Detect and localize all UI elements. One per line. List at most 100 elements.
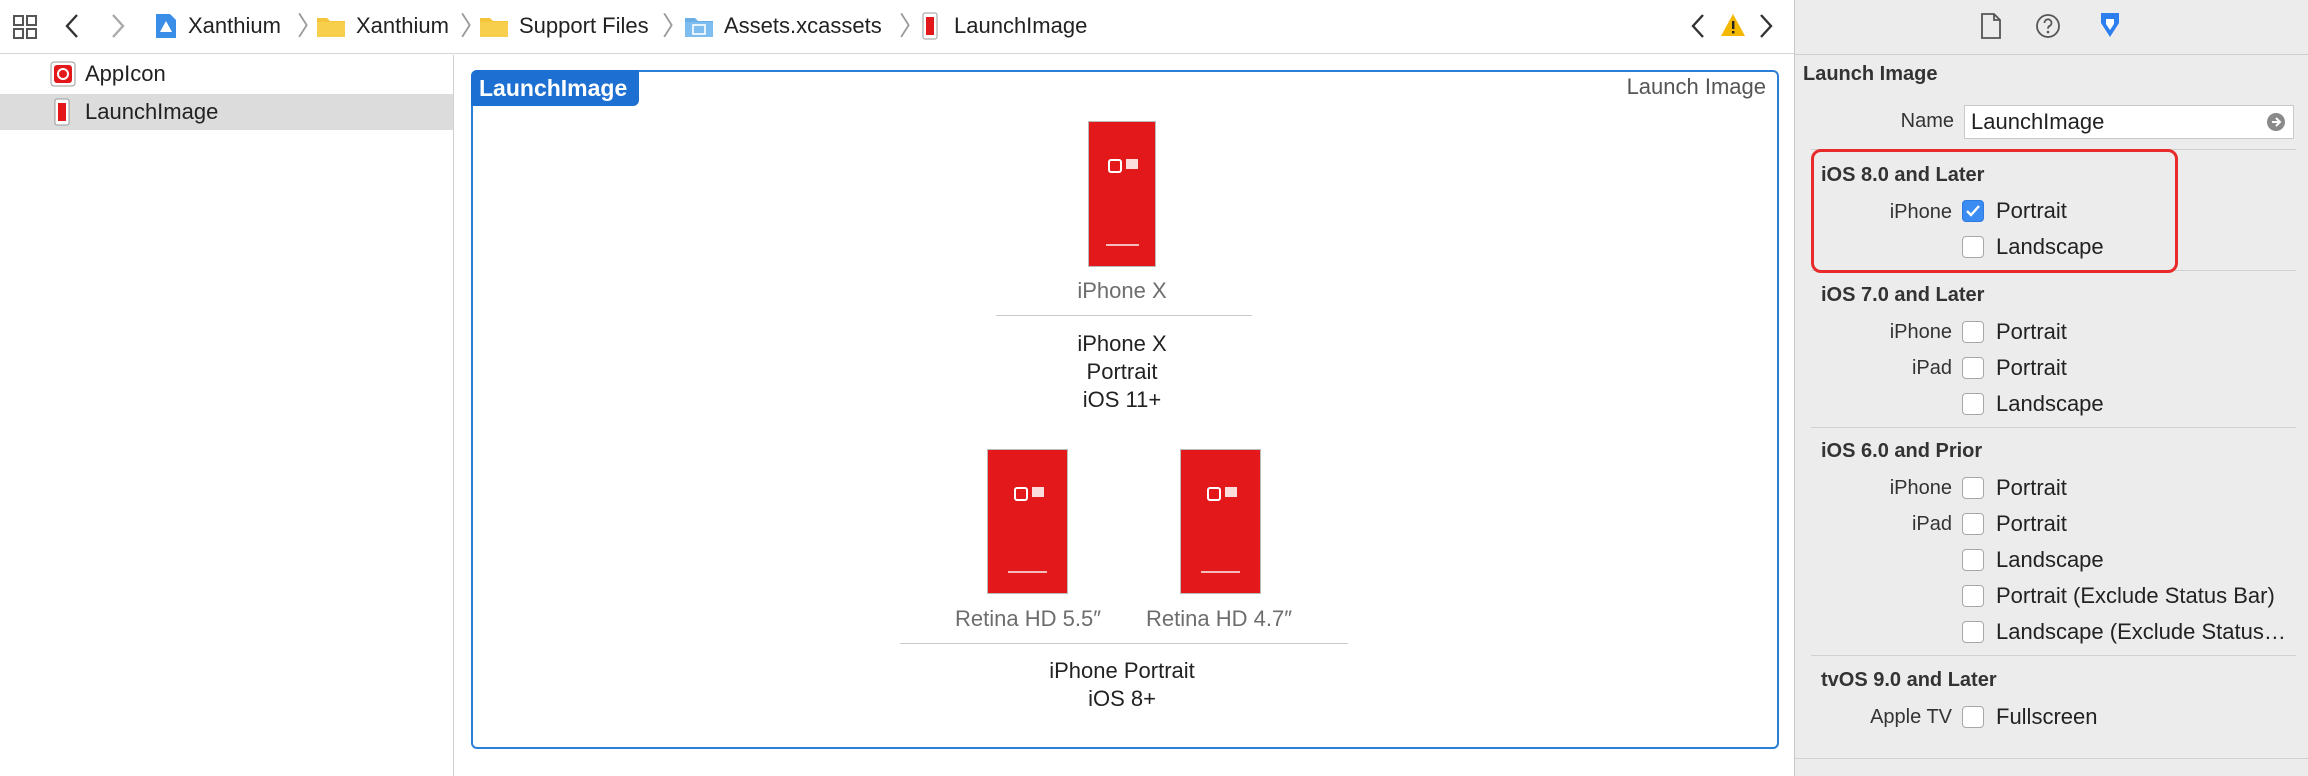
brand-tagline <box>1007 570 1048 573</box>
name-field[interactable]: LaunchImage <box>1964 105 2294 139</box>
grid-icon[interactable] <box>12 14 38 45</box>
group-caption-line: iOS 8+ <box>1088 686 1156 711</box>
checkbox-box[interactable] <box>1962 706 1984 728</box>
checkmark-icon[interactable] <box>1962 200 1984 222</box>
group-caption-line: iPhone Portrait <box>1049 658 1195 683</box>
breadcrumb-label: Xanthium <box>356 13 449 38</box>
asset-list-item-label: AppIcon <box>85 61 166 86</box>
divider <box>996 315 1252 316</box>
breadcrumb-project[interactable]: Xanthium <box>154 11 281 41</box>
chevron-right-icon: 〉 <box>899 11 926 41</box>
divider <box>900 643 1348 644</box>
checkbox-label: Portrait <box>1996 198 2067 223</box>
launch-image-icon <box>922 12 938 40</box>
breadcrumb-label: Support Files <box>519 13 649 38</box>
go-arrow-icon[interactable] <box>2266 112 2286 137</box>
section-title: iOS 8.0 and Later <box>1821 164 1985 186</box>
asset-list-item-launchimage[interactable]: LaunchImage <box>0 94 453 130</box>
checkbox-label: Portrait (Exclude Status Bar) <box>1996 583 2275 608</box>
checkbox-label: Landscape <box>1996 391 2104 416</box>
brand-logo-text <box>1126 159 1138 170</box>
back-arrow-icon[interactable] <box>64 13 80 44</box>
device-label: Apple TV <box>1870 706 1952 728</box>
checkbox-tvos-apple-tv-fullscreen[interactable]: Fullscreen <box>1962 704 2097 730</box>
previous-issue-icon[interactable] <box>1690 13 1706 44</box>
checkbox-box[interactable] <box>1962 513 1984 535</box>
breadcrumb-label: Assets.xcassets <box>724 13 882 38</box>
file-inspector-icon[interactable] <box>1980 13 2002 44</box>
checkbox-ios7-ipad-landscape[interactable]: Landscape <box>1962 391 2104 417</box>
checkbox-box[interactable] <box>1962 549 1984 571</box>
divider <box>1795 758 2308 759</box>
name-field-value: LaunchImage <box>1971 109 2105 134</box>
next-issue-icon[interactable] <box>1758 13 1774 44</box>
checkbox-ios6-ipad-portrait[interactable]: Portrait <box>1962 511 2067 537</box>
device-label: iPhone <box>1889 321 1952 343</box>
name-label: Name <box>1900 110 1954 132</box>
inspector-tab-bar <box>1795 0 2308 55</box>
forward-arrow-icon[interactable] <box>110 13 126 44</box>
brand-logo-text <box>1031 487 1044 498</box>
asset-list-item-appicon[interactable]: AppIcon <box>0 56 453 92</box>
checkbox-box[interactable] <box>1962 321 1984 343</box>
checkbox-ios8-landscape[interactable]: Landscape <box>1962 234 2104 260</box>
chevron-right-icon: 〉 <box>662 11 689 41</box>
checkbox-label: Portrait <box>1996 319 2067 344</box>
launch-image-icon <box>54 98 70 132</box>
breadcrumb-label: LaunchImage <box>954 13 1088 38</box>
group-caption-line: iOS 11+ <box>1082 387 1162 412</box>
checkbox-box[interactable] <box>1962 477 1984 499</box>
image-slot-iphone-x[interactable] <box>1088 121 1156 267</box>
brand-tagline <box>1105 243 1139 246</box>
folder-icon <box>479 14 509 38</box>
checkbox-label: Portrait <box>1996 355 2067 380</box>
image-slot-retina-hd-4-7[interactable] <box>1180 449 1261 594</box>
checkbox-box[interactable] <box>1962 393 1984 415</box>
group-caption-line: Portrait <box>1086 359 1158 384</box>
breadcrumb-assets[interactable]: Assets.xcassets <box>684 11 882 41</box>
checkbox-ios6-iphone-portrait[interactable]: Portrait <box>1962 475 2067 501</box>
attributes-inspector-icon[interactable] <box>2095 10 2125 45</box>
jump-bar: Xanthium 〉 Xanthium 〉 Support Files 〉 As… <box>0 0 1794 54</box>
divider <box>1811 655 2296 656</box>
checkbox-box[interactable] <box>1962 621 1984 643</box>
image-set-name: LaunchImage <box>471 70 640 106</box>
brand-logo-text <box>1224 487 1237 498</box>
warning-icon[interactable] <box>1720 13 1746 42</box>
image-set-card[interactable] <box>471 70 1779 749</box>
group-caption: iPhone X Portrait iOS 11+ <box>1022 330 1222 414</box>
section-title: iOS 7.0 and Later <box>1821 284 1985 306</box>
section-title: tvOS 9.0 and Later <box>1821 669 1997 691</box>
checkbox-box[interactable] <box>1962 585 1984 607</box>
quick-help-icon[interactable] <box>2035 13 2061 44</box>
asset-catalog-folder-icon <box>684 14 714 38</box>
section-title: iOS 6.0 and Prior <box>1821 440 1983 462</box>
checkbox-label: Portrait <box>1996 475 2067 500</box>
checkbox-box[interactable] <box>1962 236 1984 258</box>
checkbox-ios8-iphone-portrait[interactable]: Portrait <box>1962 198 2067 224</box>
image-slot-label: Retina HD 5.5″ <box>955 606 1101 631</box>
asset-list: AppIcon LaunchImage <box>0 55 454 776</box>
image-slot-label: iPhone X <box>1077 278 1167 303</box>
inspector-title: Launch Image <box>1803 63 1938 85</box>
divider <box>1811 427 2296 428</box>
brand-logo-icon <box>1108 159 1122 174</box>
group-caption: iPhone Portrait iOS 8+ <box>1022 657 1222 713</box>
breadcrumb-launchimage[interactable]: LaunchImage <box>922 11 1087 41</box>
checkbox-label: Landscape (Exclude Status… <box>1996 619 2286 644</box>
asset-list-item-label: LaunchImage <box>85 99 219 124</box>
checkbox-box[interactable] <box>1962 357 1984 379</box>
app-icon-set-icon <box>50 61 76 93</box>
checkbox-ios6-ipad-landscape[interactable]: Landscape <box>1962 547 2104 573</box>
breadcrumb-group-xanthium[interactable]: Xanthium <box>316 11 449 41</box>
image-slot-label: Retina HD 4.7″ <box>1146 606 1292 631</box>
breadcrumb-group-support-files[interactable]: Support Files <box>479 11 649 41</box>
image-slot-retina-hd-5-5[interactable] <box>987 449 1068 594</box>
group-caption-line: iPhone X <box>1077 331 1167 356</box>
folder-icon <box>316 14 346 38</box>
checkbox-ios6-landscape-exclude-status-bar[interactable]: Landscape (Exclude Status… <box>1962 619 2286 645</box>
checkbox-ios7-iphone-portrait[interactable]: Portrait <box>1962 319 2067 345</box>
annotation-highlight <box>1811 149 2178 273</box>
checkbox-ios7-ipad-portrait[interactable]: Portrait <box>1962 355 2067 381</box>
checkbox-ios6-portrait-exclude-status-bar[interactable]: Portrait (Exclude Status Bar) <box>1962 583 2275 609</box>
